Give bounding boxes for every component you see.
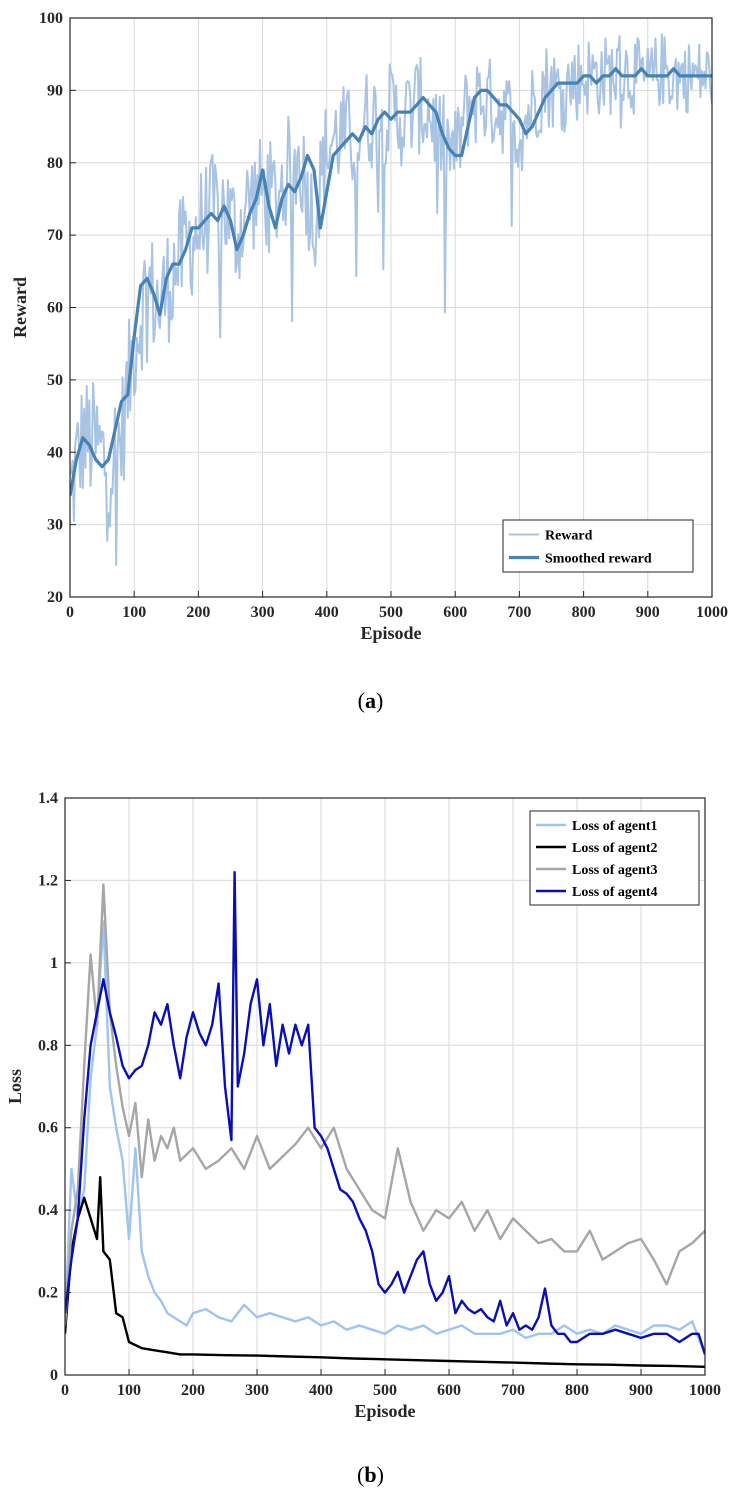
- x-tick-label: 100: [117, 1382, 141, 1399]
- y-tick-label: 30: [47, 517, 63, 534]
- x-tick-label: 200: [186, 604, 210, 621]
- x-tick-label: 0: [61, 1382, 69, 1399]
- x-tick-label: 900: [629, 1382, 653, 1399]
- y-tick-label: 60: [47, 300, 63, 317]
- x-tick-label: 900: [636, 604, 660, 621]
- reward-chart: 0 100 200 300 400 500 600 700 800 900 1000 20 30 40 50…: [10, 10, 728, 643]
- y-tick-label: 0.4: [38, 1202, 58, 1219]
- legend-label-3: Loss of agent3: [572, 863, 658, 878]
- legend-label-4: Loss of agent4: [572, 885, 658, 900]
- legend-label-2: Smoothed reward: [545, 552, 652, 567]
- x-axis-label: Episode: [360, 623, 421, 643]
- legend-box: [529, 810, 700, 906]
- series-line-2: [65, 1176, 705, 1368]
- legend-label-1: Loss of agent1: [572, 819, 658, 834]
- legend-label-2: Loss of agent2: [572, 841, 658, 856]
- y-axis-label: Reward: [10, 277, 30, 338]
- y-tick-label: 1.2: [38, 872, 58, 889]
- y-tick-label: 20: [47, 589, 63, 606]
- y-tick-label: 0.2: [38, 1285, 58, 1302]
- x-tick-label: 600: [437, 1382, 461, 1399]
- x-axis-label: Episode: [354, 1401, 415, 1421]
- x-tick-label: 1000: [689, 1382, 721, 1399]
- legend-box: [502, 519, 694, 573]
- y-tick-label: 0.6: [38, 1120, 58, 1137]
- y-tick-label: 50: [47, 372, 63, 389]
- series-line-4: [65, 871, 705, 1355]
- y-axis-label: Loss: [5, 1069, 25, 1104]
- series-line-2: [70, 67, 712, 496]
- y-tick-label: 100: [39, 10, 63, 27]
- x-tick-label: 100: [122, 604, 146, 621]
- legend-label-1: Reward: [545, 529, 593, 544]
- x-tick-label: 800: [565, 1382, 589, 1399]
- caption-b: (b): [357, 1462, 384, 1487]
- series-line-3: [65, 883, 705, 1326]
- x-tick-label: 400: [309, 1382, 333, 1399]
- caption-a: (a): [357, 688, 384, 713]
- x-tick-label: 600: [443, 604, 467, 621]
- x-tick-label: 800: [572, 604, 596, 621]
- y-tick-label: 1: [50, 955, 58, 972]
- y-tick-label: 90: [47, 82, 63, 99]
- x-tick-label: 300: [251, 604, 275, 621]
- x-tick-label: 1000: [696, 604, 728, 621]
- x-tick-label: 400: [315, 604, 339, 621]
- y-tick-label: 0: [50, 1367, 58, 1384]
- y-tick-label: 80: [47, 155, 63, 172]
- y-tick-label: 40: [47, 444, 63, 461]
- x-tick-label: 300: [245, 1382, 269, 1399]
- y-tick-label: 1.4: [38, 790, 58, 807]
- x-tick-label: 0: [66, 604, 74, 621]
- x-tick-label: 700: [507, 604, 531, 621]
- series-line-1: [65, 920, 705, 1355]
- x-tick-label: 500: [373, 1382, 397, 1399]
- x-tick-label: 500: [379, 604, 403, 621]
- x-tick-label: 700: [501, 1382, 525, 1399]
- x-tick-label: 200: [181, 1382, 205, 1399]
- series-line-1: [70, 33, 712, 566]
- y-tick-label: 0.8: [38, 1037, 58, 1054]
- y-tick-label: 70: [47, 227, 63, 244]
- loss-chart: 0 100 200 300 400 500 600 700 800 900 1000 0 0.2 0.4 0…: [5, 790, 721, 1421]
